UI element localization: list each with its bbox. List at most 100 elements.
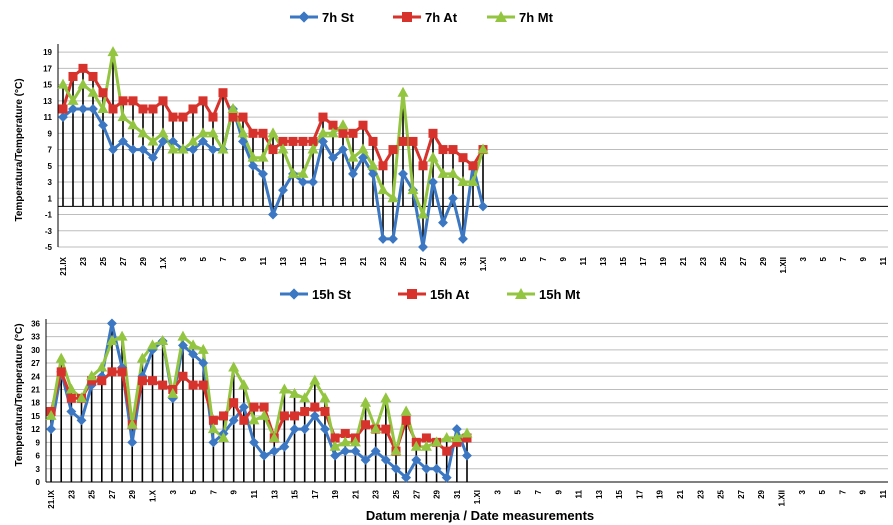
point-7h-mt-24 xyxy=(297,167,309,178)
point-7h-at-10 xyxy=(158,96,168,106)
y-tick-label-15h-12: 36 xyxy=(31,319,40,328)
point-15h-at-29 xyxy=(340,429,350,439)
x-tick-label-7h-56: 15 xyxy=(619,256,628,265)
point-15h-at-24 xyxy=(290,411,300,421)
point-15h-mt-40 xyxy=(451,431,463,442)
point-7h-at-4 xyxy=(98,88,108,98)
point-15h-st-39 xyxy=(441,472,452,483)
point-7h-mt-27 xyxy=(327,127,339,138)
x-tick-label-7h-48: 7 xyxy=(539,256,548,261)
point-7h-st-11 xyxy=(168,136,178,147)
point-15h-at-35 xyxy=(401,415,411,425)
point-15h-mt-33 xyxy=(380,392,392,403)
x-tick-label-7h-50: 9 xyxy=(559,256,568,261)
point-7h-mt-31 xyxy=(367,159,379,170)
point-15h-mt-21 xyxy=(258,409,270,420)
x-axis-label: Datum merenja / Date measurements xyxy=(366,508,594,523)
point-7h-st-8 xyxy=(138,144,148,155)
point-7h-at-40 xyxy=(458,153,468,163)
y-tick-label-7h-4: 3 xyxy=(48,178,53,187)
chart-15h: 15h St 15h At 15h Mt Temperatura/Tempera… xyxy=(14,287,888,523)
point-7h-mt-32 xyxy=(377,184,389,195)
point-15h-st-41 xyxy=(462,450,472,461)
point-15h-st-34 xyxy=(391,463,401,474)
point-7h-mt-6 xyxy=(117,111,129,122)
point-15h-at-33 xyxy=(381,424,391,434)
point-15h-at-31 xyxy=(361,420,371,430)
y-tick-label-7h-8: 11 xyxy=(44,113,53,122)
point-15h-mt-7 xyxy=(116,330,128,341)
point-15h-at-13 xyxy=(178,371,188,381)
point-15h-mt-12 xyxy=(167,387,179,398)
point-15h-st-8 xyxy=(127,437,138,448)
point-7h-at-35 xyxy=(408,136,418,146)
point-7h-at-30 xyxy=(358,120,368,130)
point-15h-mt-19 xyxy=(238,379,250,390)
point-7h-at-2 xyxy=(78,63,88,73)
y-tick-label-7h-10: 15 xyxy=(43,81,52,90)
point-7h-mt-42 xyxy=(477,143,489,154)
point-15h-st-27 xyxy=(320,424,330,435)
point-15h-st-23 xyxy=(279,441,290,452)
point-7h-mt-8 xyxy=(137,127,149,138)
legend-7h-at-marker xyxy=(402,12,412,22)
point-7h-st-37 xyxy=(428,177,438,187)
legend-7h-st: 7h St xyxy=(322,10,354,25)
point-7h-at-18 xyxy=(238,112,248,122)
point-7h-at-11 xyxy=(168,112,178,122)
legend-7h: 7h St 7h At 7h Mt xyxy=(290,10,554,25)
point-7h-st-24 xyxy=(298,177,308,187)
point-7h-st-9 xyxy=(148,152,158,163)
point-7h-at-7 xyxy=(128,96,138,106)
point-15h-at-6 xyxy=(107,367,117,377)
point-15h-st-24 xyxy=(289,424,300,435)
point-15h-st-36 xyxy=(411,455,422,465)
point-15h-st-38 xyxy=(431,463,442,474)
point-7h-mt-7 xyxy=(127,119,139,130)
y-tick-label-7h-11: 17 xyxy=(43,64,52,73)
y-tick-label-7h-12: 19 xyxy=(43,48,52,57)
point-7h-st-30 xyxy=(358,152,368,163)
point-15h-st-18 xyxy=(228,415,239,426)
point-7h-st-13 xyxy=(188,144,198,155)
point-7h-at-34 xyxy=(398,136,408,146)
y-tick-label-7h-9: 13 xyxy=(43,97,52,106)
x-tick-label-15h-34: 25 xyxy=(392,489,401,498)
y-tick-label-7h-3: 1 xyxy=(48,194,53,203)
point-15h-at-18 xyxy=(229,398,239,408)
x-tick-label-15h-66: 25 xyxy=(717,489,726,498)
point-7h-mt-5 xyxy=(107,46,119,57)
point-7h-st-40 xyxy=(458,233,468,244)
point-15h-st-30 xyxy=(350,446,361,457)
point-7h-mt-14 xyxy=(197,127,209,138)
point-15h-mt-31 xyxy=(360,396,372,407)
point-15h-st-37 xyxy=(421,463,432,474)
point-15h-at-23 xyxy=(279,411,289,421)
point-15h-st-13 xyxy=(178,340,188,351)
x-tick-label-7h-6: 27 xyxy=(119,256,128,265)
y-tick-label-7h-0: -5 xyxy=(45,243,53,252)
point-7h-mt-1 xyxy=(67,94,79,105)
point-15h-at-4 xyxy=(87,376,97,386)
point-15h-mt-0 xyxy=(45,409,57,420)
point-15h-at-39 xyxy=(442,446,452,456)
x-tick-label-15h-32: 23 xyxy=(372,489,381,498)
y-tick-label-7h-7: 9 xyxy=(48,129,53,138)
x-tick-label-15h-4: 25 xyxy=(88,489,97,498)
y-tick-label-15h-0: 0 xyxy=(36,478,41,487)
point-15h-at-10 xyxy=(148,376,158,386)
point-7h-mt-20 xyxy=(257,151,269,162)
series-line-15h-st xyxy=(49,321,469,480)
point-15h-st-16 xyxy=(208,437,219,448)
point-7h-mt-16 xyxy=(217,143,229,154)
x-tick-label-7h-64: 23 xyxy=(699,256,708,265)
x-tick-label-7h-20: 11 xyxy=(259,256,268,265)
x-tick-label-15h-10: 1.X xyxy=(149,489,158,502)
x-tick-label-15h-46: 5 xyxy=(514,489,523,494)
point-7h-at-15 xyxy=(208,112,218,122)
point-7h-mt-17 xyxy=(227,102,239,113)
y-tick-label-15h-10: 30 xyxy=(31,346,40,355)
point-15h-mt-37 xyxy=(420,440,432,451)
point-7h-mt-19 xyxy=(247,151,259,162)
